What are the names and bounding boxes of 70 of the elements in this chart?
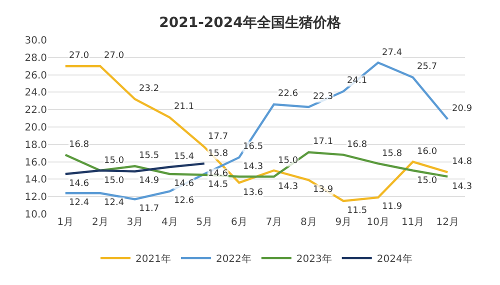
- data-label: 27.4: [382, 48, 402, 58]
- legend-label: 2021年: [136, 252, 171, 265]
- data-label: 14.8: [452, 157, 472, 167]
- data-label: 16.0: [417, 147, 438, 157]
- y-tick-label: 24.0: [24, 88, 47, 99]
- data-label: 17.1: [313, 137, 334, 147]
- y-tick-label: 26.0: [24, 70, 47, 82]
- data-label: 27.0: [69, 51, 90, 61]
- y-tick-label: 12.0: [24, 192, 47, 204]
- x-tick-label: 9月: [335, 217, 352, 228]
- x-tick-label: 6月: [230, 217, 248, 228]
- data-label: 24.1: [347, 76, 368, 86]
- chart-title: 2021-2024年全国生猪价格: [159, 14, 342, 31]
- data-label: 11.5: [347, 206, 368, 216]
- data-label: 14.5: [208, 180, 228, 190]
- x-tick-label: 12月: [436, 217, 459, 228]
- x-tick-label: 1月: [57, 217, 74, 228]
- data-label: 13.6: [243, 188, 264, 198]
- data-label: 15.0: [104, 156, 124, 166]
- y-tick-label: 10.0: [24, 210, 47, 220]
- data-label: 15.0: [278, 156, 298, 166]
- data-label: 17.7: [208, 132, 228, 142]
- data-label: 27.0: [104, 51, 124, 61]
- data-label: 12.6: [174, 196, 194, 206]
- y-tick-label: 16.0: [24, 157, 47, 168]
- data-label: 15.8: [208, 149, 228, 159]
- data-label: 25.7: [417, 62, 438, 72]
- y-tick-label: 14.0: [24, 174, 47, 186]
- data-label: 22.3: [313, 92, 334, 102]
- data-label: 15.5: [139, 151, 160, 161]
- data-label: 21.1: [174, 102, 194, 112]
- data-label: 16.8: [69, 140, 90, 150]
- data-label: 14.3: [243, 162, 264, 172]
- data-label: 20.9: [452, 104, 472, 114]
- data-label: 11.9: [382, 202, 402, 212]
- x-tick-label: 8月: [300, 217, 317, 228]
- x-tick-label: 3月: [126, 217, 144, 228]
- y-tick-label: 18.0: [24, 140, 47, 151]
- data-label: 11.7: [139, 204, 160, 214]
- x-tick-label: 4月: [161, 217, 178, 228]
- data-label: 14.6: [174, 179, 194, 189]
- legend-label: 2023年: [296, 252, 332, 265]
- data-label: 12.4: [104, 198, 124, 208]
- data-label: 14.3: [452, 182, 472, 192]
- line-series: [64, 162, 206, 176]
- y-tick-label: 28.0: [24, 52, 47, 64]
- data-label: 15.0: [104, 176, 124, 186]
- legend-label: 2022年: [216, 252, 252, 265]
- x-tick-label: 5月: [196, 217, 213, 228]
- x-tick-label: 2月: [92, 217, 108, 228]
- x-tick-label: 7月: [266, 217, 282, 228]
- data-label: 22.6: [278, 89, 298, 99]
- legend-label: 2024年: [376, 252, 412, 265]
- y-tick-label: 22.0: [24, 105, 47, 116]
- x-tick-label: 10月: [366, 217, 390, 228]
- data-label: 14.3: [278, 182, 298, 192]
- data-label: 14.9: [139, 176, 160, 186]
- y-tick-label: 30.0: [24, 36, 47, 46]
- data-label: 14.6: [208, 169, 228, 179]
- data-label: 16.5: [243, 142, 264, 152]
- data-label: 15.4: [174, 152, 194, 162]
- data-label: 13.9: [313, 185, 334, 195]
- data-label: 15.8: [382, 149, 402, 159]
- data-label: 14.6: [69, 179, 90, 189]
- data-label: 16.8: [347, 140, 368, 150]
- data-label: 12.4: [69, 198, 90, 208]
- x-tick-label: 11月: [402, 217, 424, 228]
- y-tick-label: 20.0: [24, 122, 47, 134]
- data-label: 15.0: [417, 176, 438, 186]
- data-label: 23.2: [139, 84, 160, 94]
